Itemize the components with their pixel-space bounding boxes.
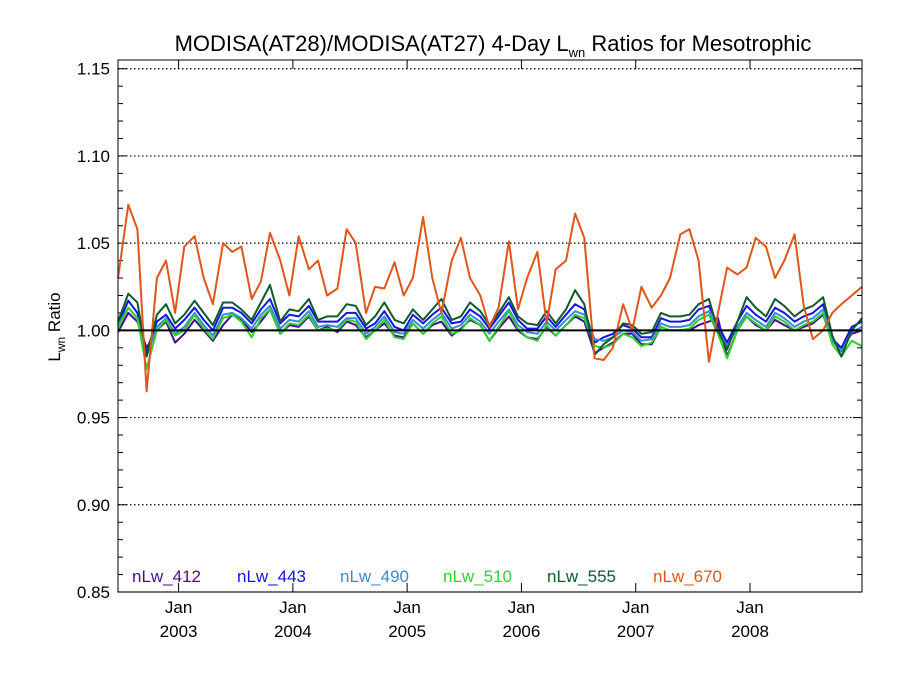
series-line-nLw_670	[117, 203, 863, 393]
y-axis-label: Lwn Ratio	[45, 292, 68, 361]
legend-entry-nLw_412: nLw_412	[132, 567, 201, 586]
legend-entry-nLw_490: nLw_490	[340, 567, 409, 586]
y-tick-labels: 0.85 0.90 0.95 1.00 1.05 1.10 1.15	[77, 60, 110, 602]
x-tick-label-month: Jan	[736, 598, 763, 617]
y-tick-label: 1.05	[77, 234, 110, 253]
legend-entry-nLw_510: nLw_510	[443, 567, 512, 586]
y-axis-label-rest: Ratio	[45, 292, 64, 336]
x-tick-labels: Jan 2003 Jan 2004 Jan 2005 Jan 2006 Jan 2007 Jan 20…	[160, 598, 769, 641]
series-lines	[117, 203, 863, 393]
x-tick-label-month: Jan	[165, 598, 192, 617]
y-tick-label: 1.00	[77, 321, 110, 340]
x-tick-label-year: 2007	[617, 622, 655, 641]
y-axis-label-subscript: wn	[54, 337, 68, 353]
y-tick-label: 1.15	[77, 60, 110, 79]
series-line-nLw_490	[117, 304, 863, 358]
y-tick-label: 0.95	[77, 409, 110, 428]
legend: nLw_412 nLw_443 nLw_490 nLw_510 nLw_555 nLw_6…	[132, 567, 722, 586]
x-tick-label-year: 2005	[388, 622, 426, 641]
legend-entry-nLw_555: nLw_555	[547, 567, 616, 586]
y-tick-label: 1.10	[77, 147, 110, 166]
x-tick-label-year: 2006	[503, 622, 541, 641]
x-tick-label-year: 2004	[274, 622, 312, 641]
chart-title-rest: Ratios for Mesotrophic	[585, 31, 811, 56]
chart-title-subscript: wn	[568, 45, 586, 60]
legend-entry-nLw_670: nLw_670	[653, 567, 722, 586]
x-tick-label-month: Jan	[279, 598, 306, 617]
y-axis-label-main: L	[45, 352, 64, 361]
y-tick-label: 0.90	[77, 496, 110, 515]
plot-frame	[117, 59, 863, 593]
y-tick-label: 0.85	[77, 583, 110, 602]
x-tick-label-year: 2003	[160, 622, 198, 641]
x-tick-label-year: 2008	[731, 622, 769, 641]
x-tick-label-month: Jan	[622, 598, 649, 617]
chart-title-main: MODISA(AT28)/MODISA(AT27) 4-Day L	[175, 31, 569, 56]
legend-entry-nLw_443: nLw_443	[237, 567, 306, 586]
chart-title: MODISA(AT28)/MODISA(AT27) 4-Day Lwn Rati…	[175, 31, 812, 60]
x-tick-label-month: Jan	[508, 598, 535, 617]
x-tick-label-month: Jan	[393, 598, 420, 617]
